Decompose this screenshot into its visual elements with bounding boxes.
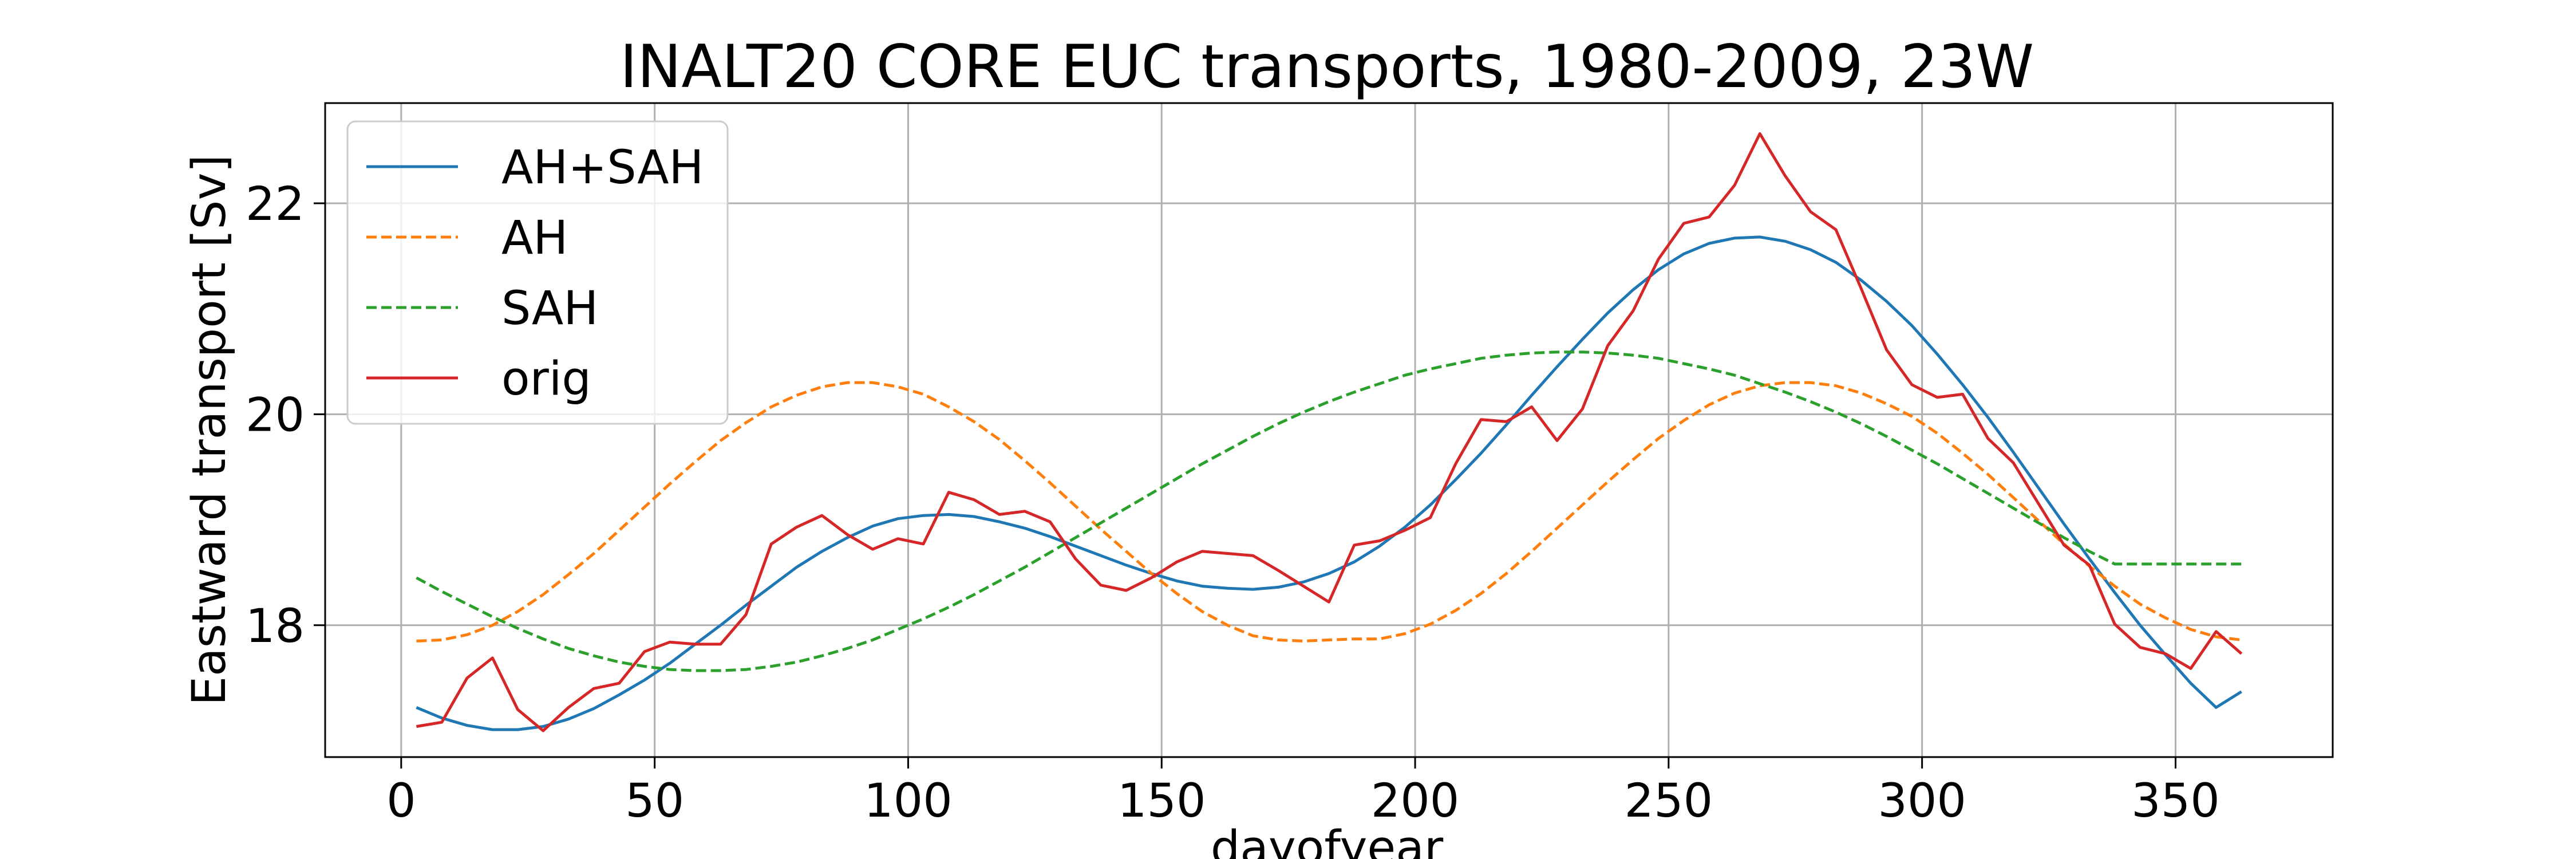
series-line-0 [416, 235, 2242, 731]
legend-label-0: AH+SAH [501, 141, 704, 195]
legend: AH+SAH AH SAH orig [346, 120, 729, 425]
series-line-1 [416, 381, 2242, 643]
legend-box [346, 120, 729, 425]
plot-area-frame [324, 102, 2334, 758]
x-tick-label: 0 [386, 774, 416, 828]
x-tick-label: 100 [864, 774, 953, 828]
axis-ticks: 0 50 100 150 200 250 300 350 18 20 22 [246, 178, 2220, 828]
x-axis-label: dayofyear [1211, 821, 1444, 859]
x-tick-label: 350 [2131, 774, 2220, 828]
series-line-2 [416, 350, 2242, 672]
x-tick-label: 50 [625, 774, 684, 828]
chart-title: INALT20 CORE EUC transports, 1980-2009, … [620, 33, 2034, 101]
y-tick-label: 20 [246, 388, 305, 442]
x-tick-label: 250 [1625, 774, 1713, 828]
legend-label-1: AH [501, 211, 568, 265]
x-tick-label: 200 [1371, 774, 1460, 828]
y-axis-label: Eastward transport [Sv] [183, 155, 236, 706]
series-line-3 [416, 132, 2243, 732]
x-tick-label: 150 [1117, 774, 1206, 828]
legend-label-3: orig [501, 352, 591, 406]
y-tick-label: 22 [246, 178, 305, 231]
series-lines [416, 132, 2243, 732]
legend-label-2: SAH [501, 282, 598, 336]
y-tick-label: 18 [246, 600, 305, 653]
x-tick-label: 300 [1878, 774, 1966, 828]
